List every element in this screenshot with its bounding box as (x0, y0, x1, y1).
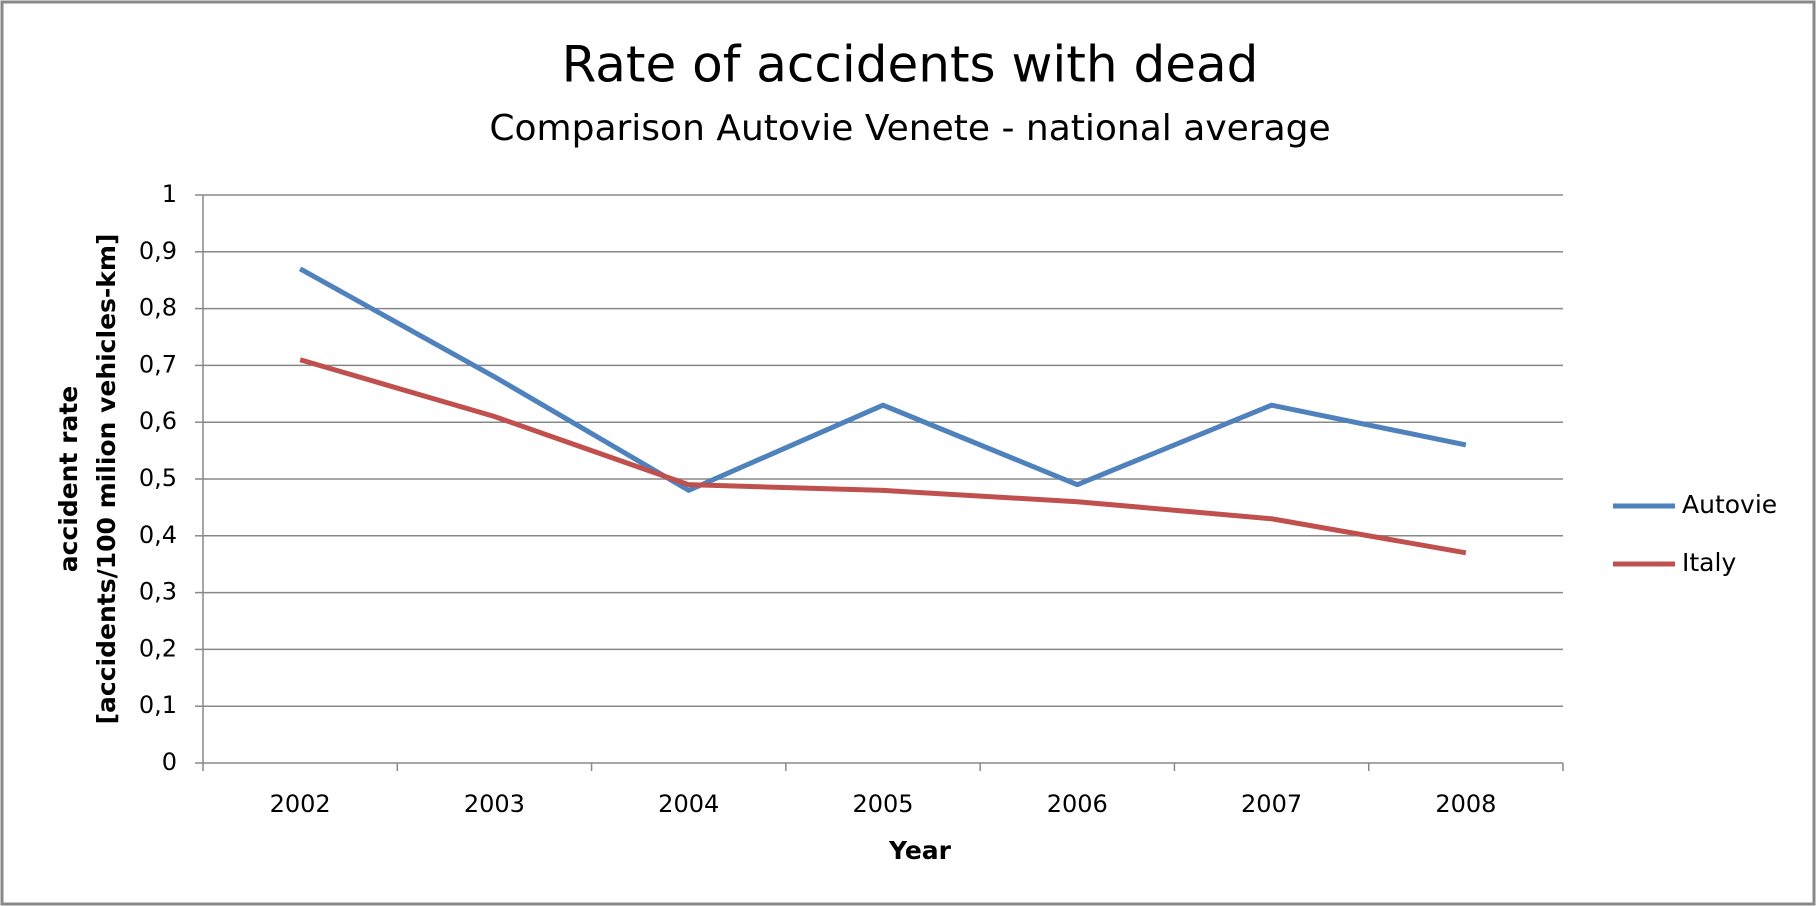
y-tick-label: 0,9 (139, 237, 177, 265)
y-tick-label: 0,4 (139, 521, 177, 549)
x-tick-label: 2007 (1241, 790, 1302, 818)
x-axis-label: Year (888, 836, 952, 865)
legend-label: Italy (1682, 548, 1736, 577)
y-tick-label: 0,7 (139, 350, 177, 378)
y-tick-label: 0,2 (139, 634, 177, 662)
x-tick-label: 2002 (270, 790, 331, 818)
y-axis-label: accident rate (54, 386, 83, 573)
chart-title: Rate of accidents with dead (562, 36, 1259, 94)
x-tick-label: 2005 (852, 790, 913, 818)
x-tick-label: 2003 (464, 790, 525, 818)
x-tick-label: 2006 (1047, 790, 1108, 818)
y-tick-label: 0,3 (139, 578, 177, 606)
series-line (299, 357, 1467, 556)
y-tick-label: 0,8 (139, 294, 177, 322)
y-tick-label: 0,5 (139, 464, 177, 492)
x-tick-label: 2008 (1435, 790, 1496, 818)
legend-label: Autovie (1682, 490, 1777, 519)
y-tick-label: 0,6 (139, 407, 177, 435)
y-tick-label: 0,1 (139, 691, 177, 719)
y-tick-label: 1 (162, 180, 177, 208)
series-line (298, 266, 1467, 493)
chart-subtitle: Comparison Autovie Venete - national ave… (489, 108, 1330, 149)
x-tick-label: 2004 (658, 790, 719, 818)
y-tick-label: 0 (162, 748, 177, 776)
y-axis-label: [accidents/100 milion vehicles-km] (92, 234, 121, 725)
